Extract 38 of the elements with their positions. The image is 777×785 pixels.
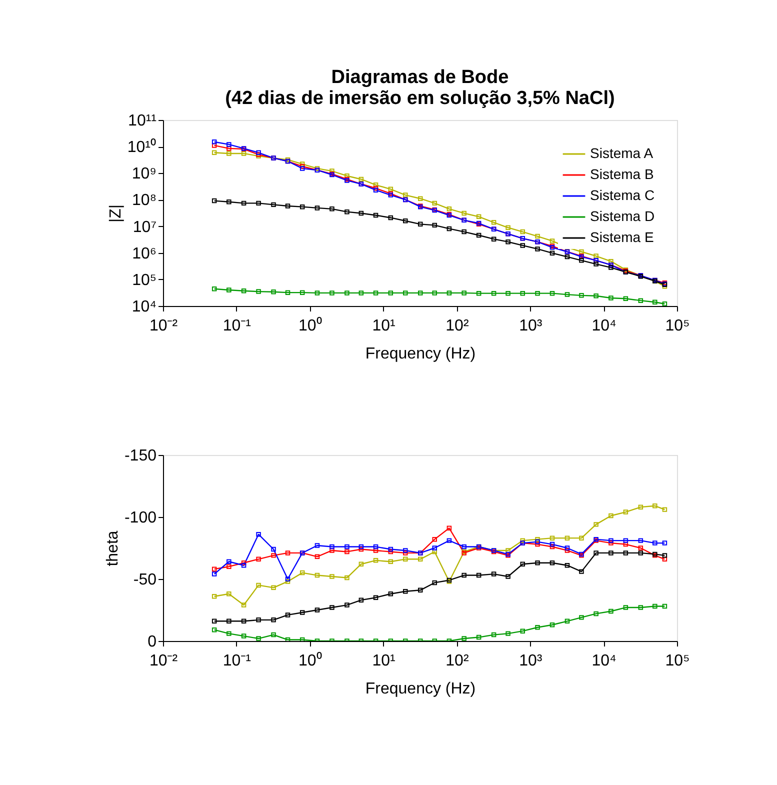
x-tick-label: 10⁻¹ bbox=[222, 652, 251, 670]
y-tick-label: 10⁹ bbox=[132, 166, 156, 183]
x-tick-label: 10⁻² bbox=[149, 652, 178, 670]
x-tick-label: 10¹ bbox=[372, 318, 396, 334]
legend-label: Sistema B bbox=[590, 166, 654, 182]
x-tick-label: 10⁵ bbox=[665, 652, 690, 670]
legend-label: Sistema D bbox=[590, 208, 655, 224]
y-axis-title: theta bbox=[104, 530, 122, 566]
y-tick-label: -150 bbox=[124, 448, 157, 464]
y-tick-label: 10¹¹ bbox=[128, 112, 156, 130]
x-tick-label: 10⁰ bbox=[298, 316, 322, 334]
y-tick-label: 10⁸ bbox=[132, 192, 156, 210]
y-tick-label: 10¹⁰ bbox=[127, 138, 156, 156]
x-tick-label: 10⁰ bbox=[298, 652, 322, 670]
y-tick-label: 0 bbox=[148, 634, 157, 650]
chart-title: Diagramas de Bode (42 dias de imersão em solução 3,5% NaCl) bbox=[225, 67, 615, 109]
y-tick-label: -50 bbox=[133, 572, 157, 588]
x-tick-label: 10⁻² bbox=[149, 318, 178, 334]
x-tick-label: 10² bbox=[446, 652, 470, 670]
x-tick-label: 10⁵ bbox=[665, 318, 690, 334]
x-tick-label: 10⁴ bbox=[592, 652, 617, 670]
x-tick-label: 10¹ bbox=[372, 652, 396, 670]
y-tick-label: 10⁷ bbox=[132, 218, 157, 236]
legend-label: Sistema E bbox=[590, 229, 654, 245]
x-tick-label: 10⁻¹ bbox=[222, 318, 251, 334]
y-tick-label: 10⁶ bbox=[132, 245, 156, 262]
legend-label: Sistema C bbox=[590, 187, 655, 203]
x-axis-title: Frequency (Hz) bbox=[365, 346, 476, 362]
y-axis-title: |Z| bbox=[107, 204, 124, 223]
x-tick-label: 10⁴ bbox=[592, 318, 617, 334]
x-tick-label: 10³ bbox=[519, 318, 543, 334]
x-axis-title: Frequency (Hz) bbox=[365, 680, 476, 698]
y-tick-label: 10⁵ bbox=[132, 272, 156, 289]
y-tick-label: 10⁴ bbox=[132, 298, 157, 316]
x-tick-label: 10² bbox=[446, 318, 470, 334]
x-tick-label: 10³ bbox=[519, 652, 543, 670]
legend-label: Sistema A bbox=[590, 145, 654, 161]
y-tick-label: -100 bbox=[124, 510, 157, 526]
